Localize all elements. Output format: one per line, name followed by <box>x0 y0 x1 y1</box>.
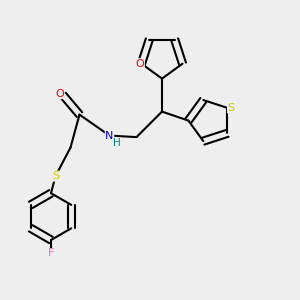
Text: N: N <box>105 130 114 141</box>
Text: S: S <box>227 103 235 113</box>
Text: F: F <box>48 248 54 259</box>
Text: O: O <box>55 88 64 99</box>
Text: S: S <box>52 171 59 181</box>
Text: H: H <box>113 138 121 148</box>
Text: O: O <box>136 59 144 69</box>
